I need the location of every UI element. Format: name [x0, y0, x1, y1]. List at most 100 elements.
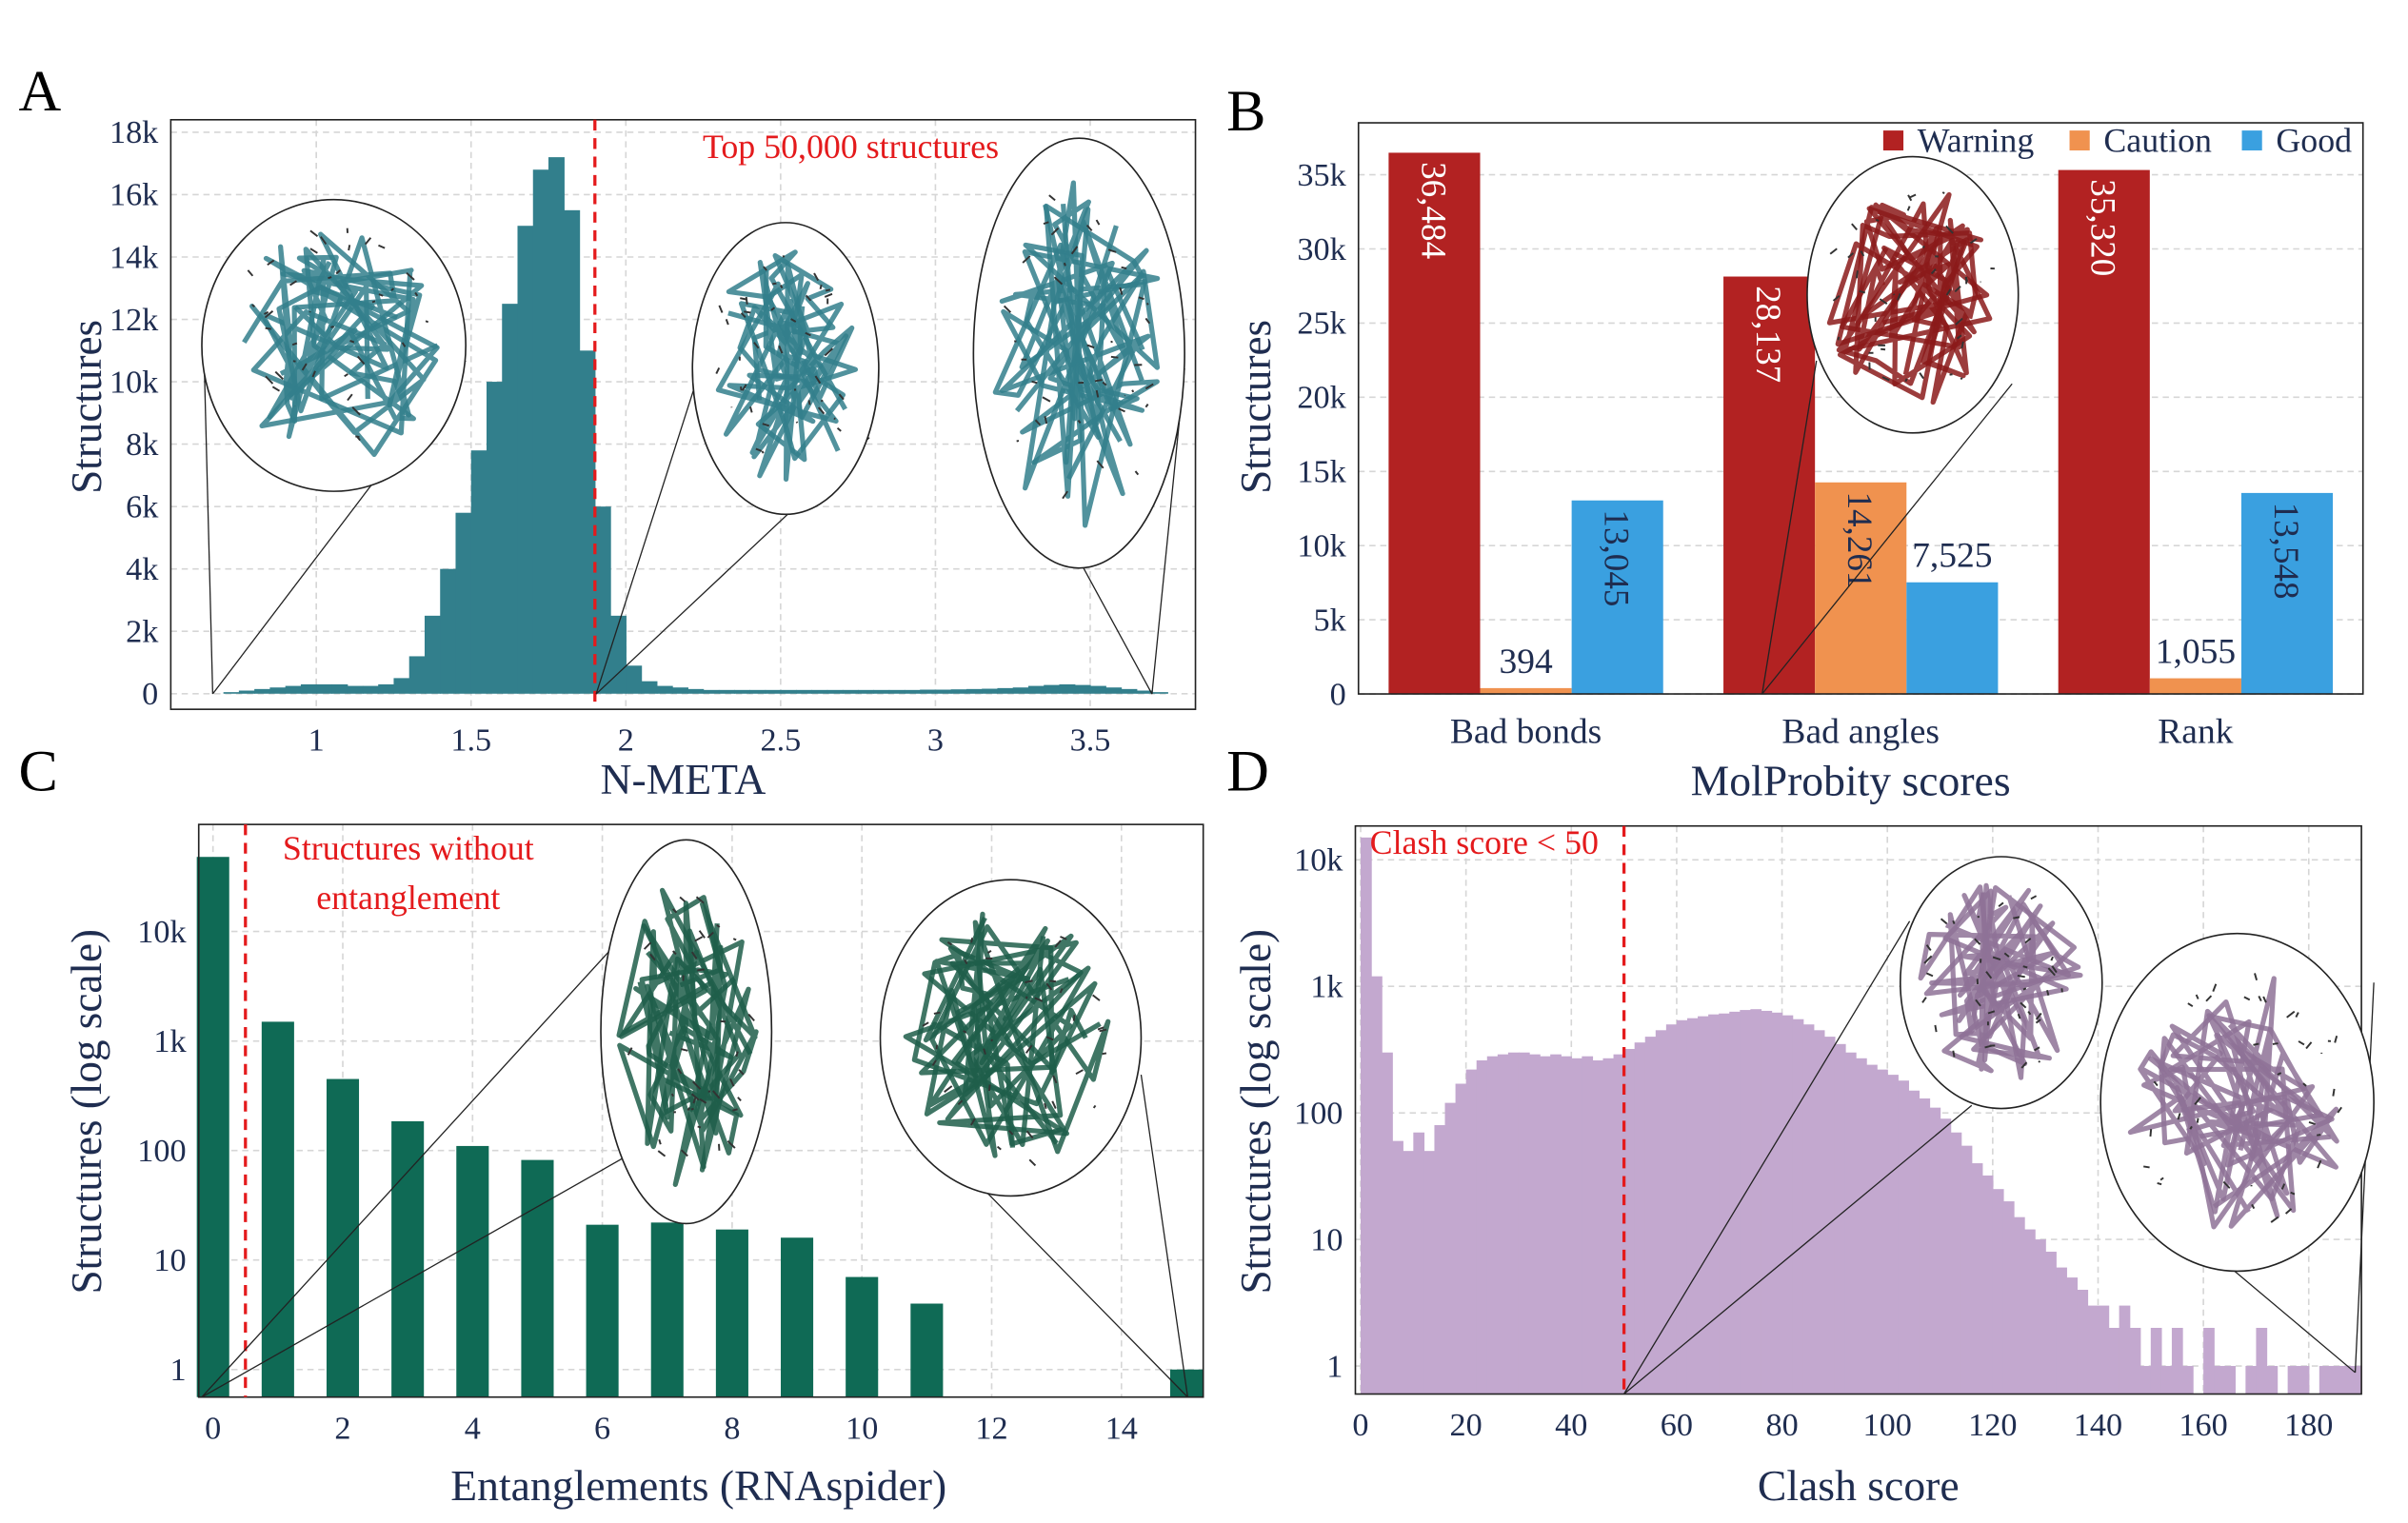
molecule-base	[309, 229, 319, 238]
molecule-base	[1031, 380, 1038, 385]
molecule-base	[957, 1099, 964, 1105]
x-tick-label: 6	[594, 1411, 610, 1446]
histogram-bar	[1655, 1030, 1667, 1394]
molecule-base	[2308, 1120, 2316, 1125]
histogram-bar	[2287, 1366, 2299, 1394]
panel: 1 10 100 1k 10k 0 2 4 6 8 10 12 14 Structures without…	[19, 740, 1204, 1510]
histogram-bar	[378, 683, 395, 694]
zoom-line	[1623, 1104, 1973, 1395]
histogram-bar	[997, 687, 1014, 694]
histogram-bar	[1929, 1107, 1941, 1394]
molecule-base	[747, 1013, 755, 1021]
molecule-base	[729, 1078, 735, 1087]
molecule-base	[1974, 938, 1981, 945]
molecule-base	[2051, 965, 2058, 974]
histogram-bar	[1940, 1118, 1952, 1394]
histogram-bar	[796, 689, 813, 694]
molecule-base	[1829, 247, 1838, 255]
bar	[1571, 500, 1663, 695]
bar	[1480, 687, 1572, 695]
histogram-bar	[2245, 1366, 2258, 1394]
histogram-bar	[920, 689, 937, 694]
molecule-base	[963, 1030, 967, 1034]
molecule-base	[1904, 378, 1908, 383]
x-tick-label: Rank	[2158, 713, 2234, 752]
molecule-base	[1070, 246, 1079, 255]
molecule-strand	[249, 247, 440, 457]
molecule-base	[744, 310, 751, 314]
zoom-line	[1623, 920, 1911, 1394]
x-tick-label: 14	[1105, 1411, 1138, 1446]
molecule-base	[2272, 1042, 2279, 1045]
histogram-bar	[1027, 685, 1045, 694]
molecule-base	[1134, 470, 1140, 476]
molecule-base	[694, 936, 704, 942]
histogram-bar	[1371, 976, 1383, 1394]
histogram-bar	[1802, 1024, 1815, 1394]
molecule-base	[1028, 1158, 1037, 1167]
molecule-strand	[715, 249, 855, 425]
molecule-base	[657, 1150, 667, 1157]
molecule-base	[753, 342, 760, 349]
molecule-base	[699, 1098, 707, 1104]
molecule-base	[1930, 268, 1937, 275]
y-axis-title: Structures	[63, 320, 110, 494]
panel-letter: C	[19, 740, 58, 804]
x-tick-label: 12	[975, 1411, 1007, 1446]
histogram-bar	[2045, 1251, 2057, 1394]
molecule-base	[2153, 1080, 2159, 1087]
y-tick-label: 10k	[109, 366, 159, 401]
molecule-base	[1094, 379, 1103, 383]
data-label: 13,045	[1597, 509, 1636, 606]
molecule-base	[1906, 206, 1911, 211]
molecule-base	[328, 276, 332, 280]
molecule-base	[1102, 381, 1107, 386]
molecule-base	[1054, 940, 1062, 948]
molecule-base	[2034, 1046, 2040, 1052]
molecule-base	[1879, 298, 1888, 306]
molecule-base	[2251, 1203, 2256, 1210]
histogram-bar	[1455, 1083, 1467, 1394]
molecule-base	[1964, 276, 1969, 283]
y-tick-label: 10k	[1297, 529, 1346, 564]
molecule-base	[265, 326, 271, 330]
molecule-base	[1062, 490, 1068, 500]
molecule-base	[817, 406, 826, 415]
histogram-bar	[1771, 1012, 1783, 1394]
x-tick-label: 1	[308, 723, 325, 759]
histogram-bar	[656, 685, 673, 694]
y-tick-label: 4k	[126, 552, 159, 587]
histogram-bar	[1877, 1069, 1888, 1394]
bar	[1723, 276, 1816, 695]
molecule-base	[291, 342, 298, 346]
histogram-bar	[1044, 684, 1061, 694]
histogram-bar	[2351, 1366, 2362, 1394]
molecule-base	[643, 941, 652, 950]
histogram-bar	[2266, 1366, 2279, 1394]
molecule-base	[2022, 987, 2027, 991]
molecule-base	[2017, 1013, 2021, 1019]
panel-letter: D	[1226, 740, 1269, 804]
molecule-base	[2003, 952, 2010, 958]
bar	[910, 1303, 944, 1397]
molecule-base	[1977, 915, 1980, 919]
histogram-bar	[1856, 1058, 1867, 1394]
bar	[2240, 492, 2334, 695]
x-axis-title: N-META	[601, 756, 766, 803]
molecule-base	[1940, 918, 1948, 925]
molecule-base	[718, 305, 724, 313]
molecule-base	[1145, 303, 1149, 306]
x-tick-label: 40	[1555, 1408, 1587, 1443]
molecule-base	[1837, 336, 1841, 341]
histogram-bar	[1152, 692, 1168, 694]
histogram-bar	[2002, 1201, 2015, 1394]
histogram-bar	[1476, 1059, 1488, 1394]
molecule-base	[1925, 972, 1934, 978]
molecule-base	[735, 1051, 739, 1058]
molecule-base	[795, 421, 799, 424]
molecule-base	[2194, 1097, 2201, 1105]
molecule-base	[425, 320, 429, 324]
y-tick-label: 6k	[126, 490, 159, 525]
molecule-base	[712, 1090, 721, 1099]
zoom-line	[202, 329, 214, 695]
